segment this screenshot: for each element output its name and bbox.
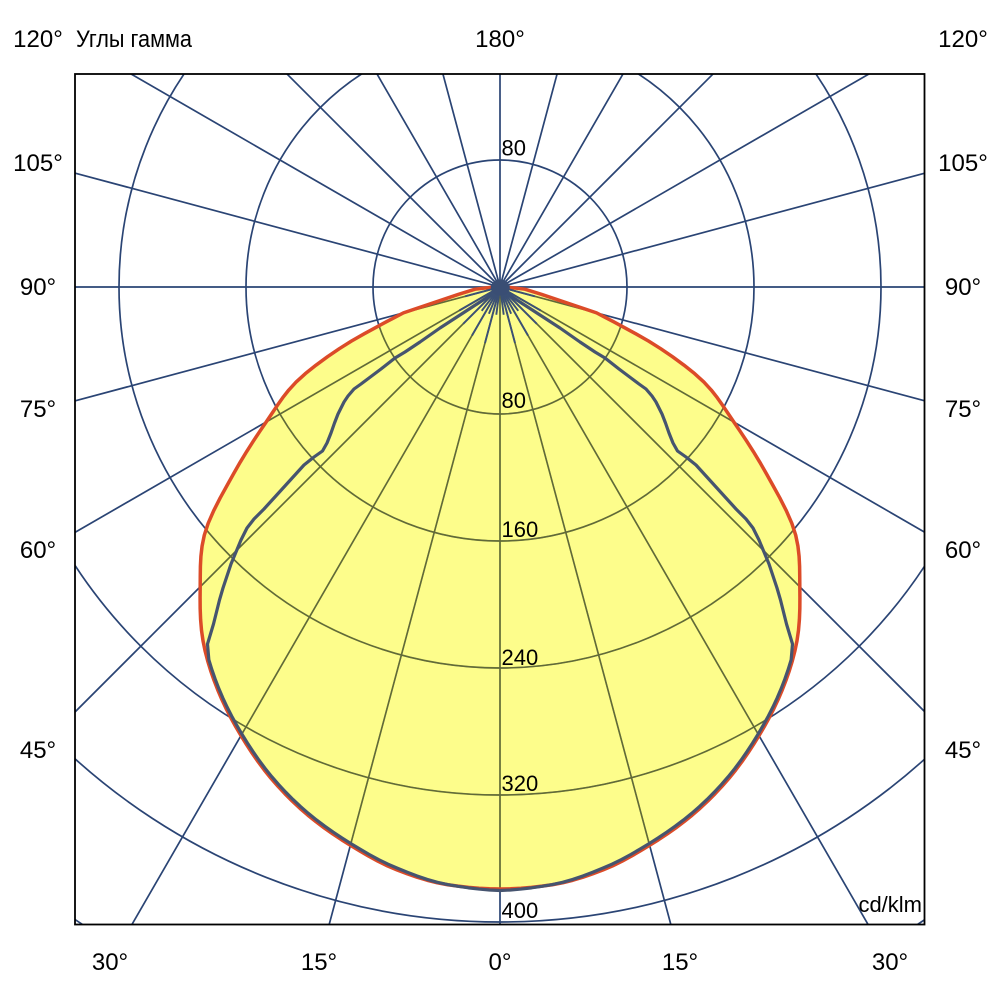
svg-text:45°: 45° xyxy=(20,737,56,764)
svg-text:45°: 45° xyxy=(945,737,981,764)
svg-text:160: 160 xyxy=(502,517,539,542)
svg-text:30°: 30° xyxy=(92,949,128,976)
svg-text:30°: 30° xyxy=(872,949,908,976)
svg-text:90°: 90° xyxy=(945,274,981,301)
svg-text:80: 80 xyxy=(502,388,526,413)
svg-text:cd/klm: cd/klm xyxy=(858,892,922,917)
svg-text:105°: 105° xyxy=(13,150,63,177)
svg-text:90°: 90° xyxy=(20,274,56,301)
svg-text:75°: 75° xyxy=(945,396,981,423)
svg-text:240: 240 xyxy=(502,645,539,670)
svg-text:75°: 75° xyxy=(20,396,56,423)
svg-text:0°: 0° xyxy=(489,949,512,976)
svg-text:320: 320 xyxy=(502,771,539,796)
svg-text:60°: 60° xyxy=(20,537,56,564)
svg-text:120°: 120° xyxy=(13,26,63,53)
svg-text:105°: 105° xyxy=(938,150,988,177)
svg-text:120°: 120° xyxy=(938,26,988,53)
svg-text:60°: 60° xyxy=(945,537,981,564)
svg-text:Углы гамма: Углы гамма xyxy=(76,26,193,53)
svg-text:15°: 15° xyxy=(301,949,337,976)
svg-text:400: 400 xyxy=(502,898,539,923)
svg-text:15°: 15° xyxy=(662,949,698,976)
svg-text:180°: 180° xyxy=(475,26,525,53)
svg-text:80: 80 xyxy=(502,136,526,161)
